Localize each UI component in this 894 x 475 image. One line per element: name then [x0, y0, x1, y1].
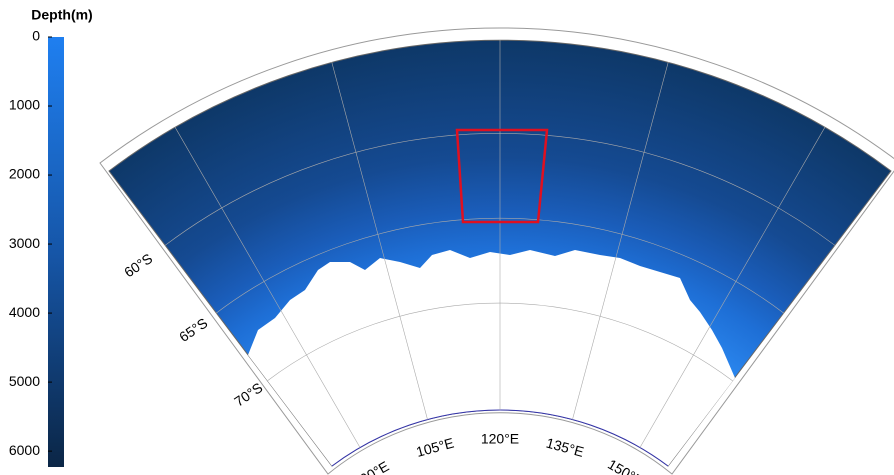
longitude-label: 135°E	[544, 435, 585, 460]
longitude-label: 90°E	[357, 458, 391, 475]
latitude-label: 70°S	[231, 379, 265, 409]
colorbar-tick-label: 3000	[9, 235, 40, 251]
longitude-label: 150°E	[605, 456, 646, 475]
colorbar	[48, 37, 64, 467]
colorbar-tick-label: 5000	[9, 373, 40, 389]
colorbar-tick-label: 0	[32, 28, 40, 44]
colorbar-tick-label: 2000	[9, 166, 40, 182]
colorbar-tick-label: 4000	[9, 304, 40, 320]
colorbar-tick-label: 1000	[9, 97, 40, 113]
latitude-label: 65°S	[176, 315, 210, 345]
latitude-label: 60°S	[121, 250, 155, 280]
map-figure: Depth(m) 0 1000 2000 3000 4000 5000 6000 60°S 65…	[0, 0, 894, 475]
colorbar-tick-label: 6000	[9, 442, 40, 458]
longitude-label: 105°E	[414, 435, 455, 460]
longitude-label: 120°E	[481, 431, 519, 447]
colorbar-title: Depth(m)	[31, 7, 92, 23]
